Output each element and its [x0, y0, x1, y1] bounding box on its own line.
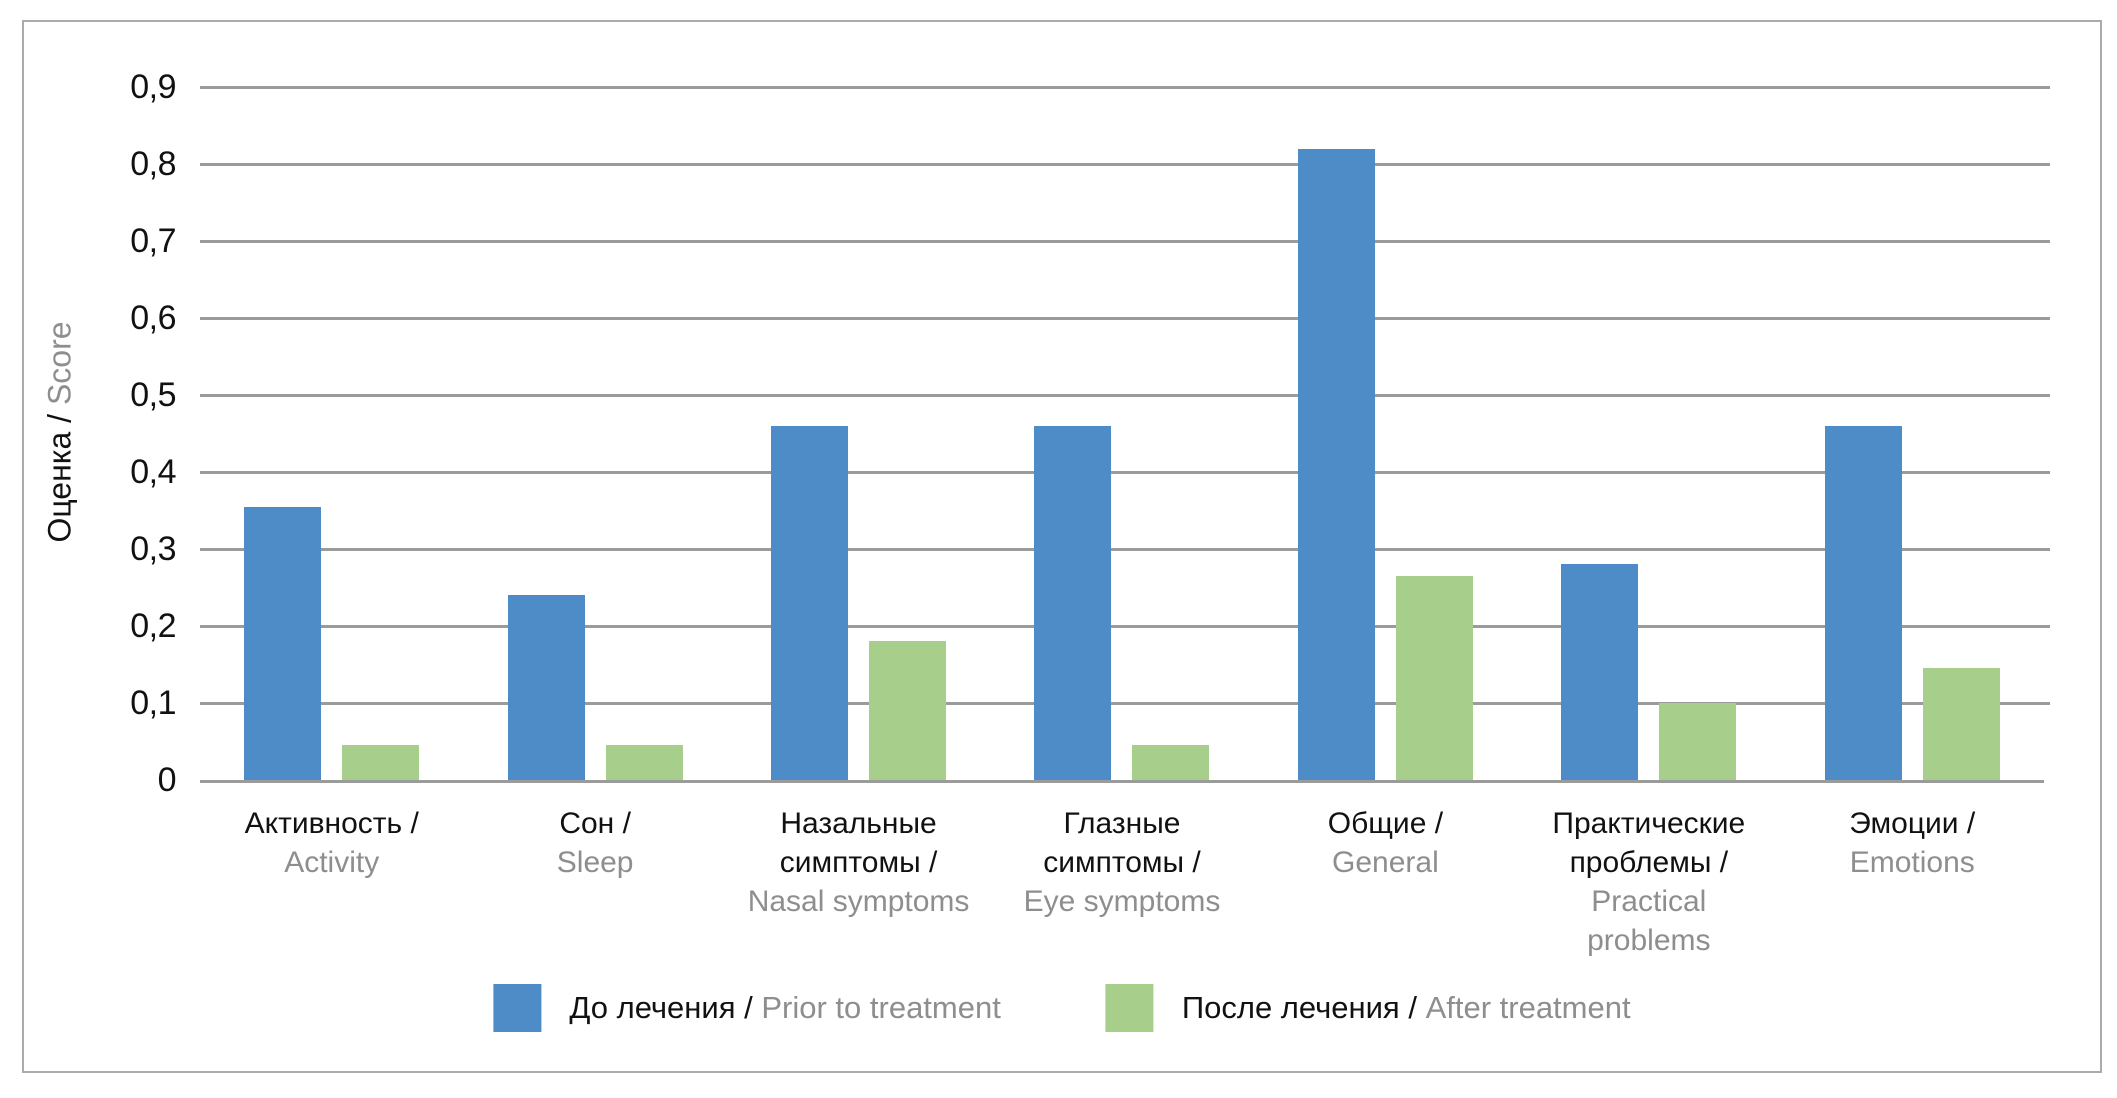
- bar-after-treatment: [342, 745, 420, 780]
- plot-area: [200, 86, 2050, 783]
- legend-label-ru: После лечения /: [1181, 990, 1426, 1025]
- y-tick-label: 0,1: [130, 684, 176, 722]
- category-label-en: Sleep: [556, 846, 634, 879]
- bar-group: [1517, 87, 1780, 780]
- bar-after-treatment: [1395, 575, 1473, 780]
- y-tick-label: 0,6: [130, 299, 176, 337]
- gridline: [200, 163, 2050, 166]
- bar-groups: [200, 87, 2044, 780]
- category-label-ru: Назальные симптомы /: [779, 807, 938, 879]
- gridline: [200, 240, 2050, 243]
- legend-label-en: Prior to treatment: [761, 990, 1001, 1025]
- category-label-en: Nasal symptoms: [747, 885, 970, 918]
- legend-item-after-treatment: После лечения / After treatment: [1105, 984, 1631, 1032]
- gridline: [200, 86, 2050, 89]
- bar-prior-treatment: [1297, 148, 1375, 780]
- bar-after-treatment: [1922, 668, 2000, 780]
- y-tick-label: 0,8: [130, 145, 176, 183]
- category-label-en: Emotions: [1849, 846, 1975, 879]
- gridline: [200, 394, 2050, 397]
- category-label-ru: Глазные симптомы /: [1043, 807, 1201, 879]
- gridline: [200, 317, 2050, 320]
- bar-group: [990, 87, 1253, 780]
- bar-prior-treatment: [1034, 425, 1112, 780]
- category-label-ru: Общие /: [1327, 807, 1444, 840]
- bar-group: [1781, 87, 2044, 780]
- y-tick-label: 0,3: [130, 530, 176, 568]
- y-tick-label: 0: [157, 761, 177, 799]
- category-label: Эмоции / Emotions: [1781, 804, 2044, 960]
- bar-after-treatment: [1132, 745, 1210, 780]
- category-label-en: General: [1332, 846, 1439, 879]
- y-axis-tick-labels: 0 0,1 0,2 0,3 0,4 0,5 0,6 0,7 0,8 0,9: [24, 68, 176, 799]
- legend-label-en: After treatment: [1425, 990, 1631, 1025]
- legend-item-prior-treatment: До лечения / Prior to treatment: [493, 984, 1001, 1032]
- category-label: Назальные симптомы / Nasal symptoms: [727, 804, 990, 960]
- legend-label: После лечения / After treatment: [1182, 990, 1631, 1026]
- legend: До лечения / Prior to treatment После леч…: [493, 984, 1631, 1032]
- bar-group: [1254, 87, 1517, 780]
- bar-group: [727, 87, 990, 780]
- gridline: [200, 548, 2050, 551]
- category-label-en: Activity: [284, 846, 380, 879]
- category-label-ru: Активность /: [244, 807, 419, 840]
- category-label: Общие / General: [1254, 804, 1517, 960]
- legend-label-ru: До лечения /: [569, 990, 762, 1025]
- gridline: [200, 471, 2050, 474]
- chart-figure-frame: Оценка / Score 0 0,1 0,2 0,3 0,4 0,5 0,6 0,7 0,8…: [22, 20, 2102, 1073]
- bar-prior-treatment: [244, 506, 322, 780]
- legend-swatch-green: [1105, 984, 1154, 1032]
- category-label-en: Eye symptoms: [1023, 885, 1221, 918]
- bar-prior-treatment: [1824, 425, 1902, 780]
- category-label: Практические проблемы / Practical problem…: [1517, 804, 1780, 960]
- bar-prior-treatment: [1561, 564, 1639, 780]
- y-tick-label: 0,5: [130, 376, 176, 414]
- category-label-ru: Сон /: [559, 807, 631, 840]
- category-label: Глазные симптомы / Eye symptoms: [990, 804, 1253, 960]
- gridline: [200, 702, 2050, 705]
- legend-label: До лечения / Prior to treatment: [569, 990, 1000, 1026]
- bar-group: [463, 87, 726, 780]
- bar-after-treatment: [605, 745, 683, 780]
- bar-after-treatment: [869, 641, 947, 780]
- category-label-ru: Практические проблемы /: [1552, 807, 1746, 879]
- y-tick-label: 0,2: [130, 607, 176, 645]
- gridline: [200, 625, 2050, 628]
- y-tick-label: 0,9: [130, 68, 176, 106]
- bar-prior-treatment: [507, 595, 585, 780]
- y-tick-label: 0,7: [130, 222, 176, 260]
- category-label: Активность / Activity: [200, 804, 463, 960]
- category-label: Сон / Sleep: [463, 804, 726, 960]
- y-tick-label: 0,4: [130, 453, 176, 491]
- bar-after-treatment: [1659, 703, 1737, 780]
- x-axis-category-labels: Активность / Activity Сон / Sleep Назальные …: [200, 804, 2044, 960]
- bar-group: [200, 87, 463, 780]
- category-label-ru: Эмоции /: [1849, 807, 1976, 840]
- category-label-en: Practical problems: [1587, 885, 1711, 957]
- bar-prior-treatment: [771, 425, 849, 780]
- legend-swatch-blue: [493, 984, 542, 1032]
